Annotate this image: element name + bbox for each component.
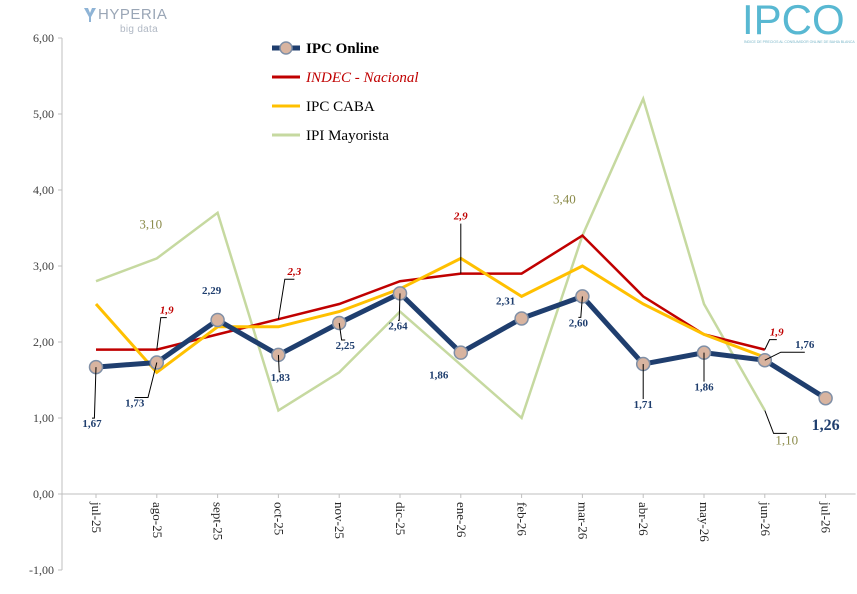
ipc-online-marker <box>210 312 225 328</box>
data-label-leader <box>764 410 787 434</box>
data-label: 1,67 <box>82 418 102 430</box>
data-label-leader <box>277 278 295 320</box>
data-label: 1,76 <box>795 339 815 351</box>
ipco-logo-sub: ÍNDICE DE PRECIOS AL CONSUMIDOR ONLINE D… <box>744 40 855 44</box>
data-label: 2,9 <box>453 211 468 223</box>
data-label: 1,71 <box>634 399 653 411</box>
x-tick-label: jun-26 <box>758 501 773 536</box>
ipco-logo-name: IPCO <box>742 0 845 43</box>
data-label-leader <box>398 293 401 321</box>
hyperia-logo: HYPERIA big data <box>84 4 194 38</box>
x-tick-label: may-26 <box>697 502 712 542</box>
x-tick-label: feb-26 <box>515 502 530 536</box>
ipc-online-marker <box>818 390 833 406</box>
series-line-ipc-caba <box>94 256 766 375</box>
series-line-indec-nacional <box>96 234 766 351</box>
data-label: 2,3 <box>287 266 302 278</box>
data-label: 1,86 <box>429 370 449 382</box>
legend-label: IPC Online <box>306 41 379 57</box>
ipc-online-marker <box>514 311 529 326</box>
legend-marker <box>279 41 293 55</box>
data-label: 1,10 <box>775 432 798 447</box>
y-tick-label: 6,00 <box>33 31 54 45</box>
y-tick-label: 0,00 <box>33 487 54 501</box>
x-tick-label: nov-25 <box>332 502 347 539</box>
hyperia-mark-icon <box>84 8 96 22</box>
legend-label: IPI Mayorista <box>306 128 389 144</box>
data-label-leader <box>764 339 777 350</box>
data-label: 2,31 <box>496 295 515 307</box>
data-label-leader <box>156 317 167 350</box>
data-label-leader <box>92 367 97 419</box>
data-label: 3,10 <box>139 216 162 231</box>
data-label: 2,64 <box>388 320 408 332</box>
ipco-logo: IPCO ÍNDICE DE PRECIOS AL CONSUMIDOR ONL… <box>742 0 855 50</box>
legend-label: INDEC - Nacional <box>305 70 419 86</box>
data-label: 1,26 <box>812 417 840 434</box>
x-tick-label: mar-26 <box>575 502 590 540</box>
x-tick-label: ene-26 <box>454 502 469 538</box>
data-label: 2,29 <box>202 285 222 297</box>
series-line-ipi-mayorista <box>95 95 766 421</box>
y-tick-label: 3,00 <box>33 259 54 273</box>
y-tick-label: -1,00 <box>29 563 54 577</box>
data-label: 1,9 <box>160 305 174 317</box>
x-tick-label: sept-25 <box>211 502 226 540</box>
x-tick-label: abr-26 <box>636 502 651 536</box>
x-tick-label: ago-25 <box>150 502 165 538</box>
legend-label: IPC CABA <box>306 99 375 115</box>
data-label-leader <box>338 322 346 341</box>
x-tick-label: oct-25 <box>271 502 286 535</box>
data-label: 1,9 <box>770 327 784 339</box>
data-label-leader <box>578 296 583 318</box>
data-label: 1,86 <box>694 382 714 394</box>
data-label: 1,73 <box>125 398 145 410</box>
y-tick-label: 1,00 <box>33 411 54 425</box>
y-tick-label: 5,00 <box>33 107 54 121</box>
y-tick-label: 4,00 <box>33 183 54 197</box>
x-tick-label: jul-25 <box>89 501 104 533</box>
ipc-online-marker <box>453 345 469 360</box>
hyperia-logo-name: HYPERIA <box>98 6 168 23</box>
y-tick-label: 2,00 <box>33 335 54 349</box>
data-label: 2,25 <box>336 340 356 352</box>
data-label-leader <box>764 351 805 361</box>
x-tick-label: dic-25 <box>393 502 408 535</box>
data-label: 2,60 <box>569 317 589 329</box>
data-label-leader <box>277 354 281 373</box>
data-label: 1,83 <box>271 372 291 384</box>
data-label-leader <box>134 362 158 399</box>
hyperia-logo-sub: big data <box>120 24 158 35</box>
data-label: 3,40 <box>553 192 576 207</box>
x-tick-label: jul-26 <box>819 501 834 534</box>
